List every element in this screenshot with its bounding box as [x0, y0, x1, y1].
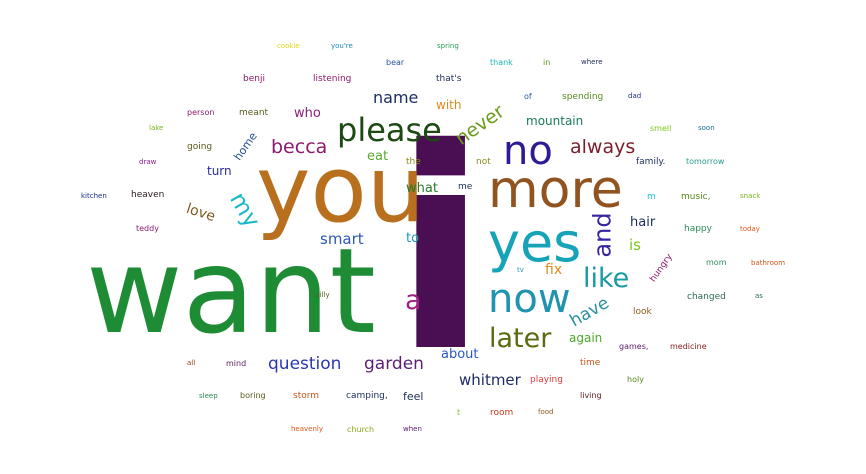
- word-mind: mind: [226, 359, 247, 368]
- word-with: with: [436, 98, 462, 112]
- word-me: me: [458, 182, 473, 192]
- word-bear: bear: [386, 58, 405, 67]
- word-and: and: [588, 212, 617, 258]
- word-bathroom: bathroom: [751, 259, 786, 267]
- word-not: not: [476, 157, 491, 167]
- word-draw: draw: [139, 158, 157, 166]
- word-you: you: [256, 136, 426, 243]
- word-home: home: [231, 129, 260, 164]
- word-spending: spending: [562, 92, 604, 102]
- word-time: time: [580, 358, 601, 368]
- word-changed: changed: [687, 292, 726, 302]
- word-please: please: [337, 111, 442, 149]
- word-fix: fix: [545, 262, 563, 278]
- word-who: who: [294, 106, 321, 121]
- word-now: now: [488, 276, 571, 322]
- word-smart: smart: [320, 230, 364, 248]
- word-kitchen: kitchen: [81, 192, 107, 200]
- word-soon: soon: [698, 124, 715, 132]
- word-eat: eat: [367, 149, 389, 164]
- word-snack: snack: [740, 192, 761, 200]
- word-camping: camping,: [346, 391, 388, 401]
- word-i: i: [393, 89, 489, 413]
- word-question: question: [268, 354, 342, 374]
- word-thats: that's: [436, 74, 462, 84]
- word-holy: holy: [627, 375, 644, 384]
- word-feel: feel: [403, 390, 424, 403]
- word-music: music,: [681, 192, 711, 202]
- word-sleep: sleep: [199, 392, 218, 400]
- word-tv: tv: [517, 266, 524, 274]
- word-youre: you're: [331, 42, 353, 50]
- word-always: always: [570, 136, 636, 158]
- word-teddy: teddy: [136, 224, 159, 233]
- word-spring: spring: [437, 42, 459, 50]
- word-becca: becca: [271, 136, 328, 158]
- word-lake: lake: [149, 124, 164, 132]
- word-boring: boring: [240, 391, 266, 400]
- word-cookie: cookie: [277, 42, 300, 50]
- word-no: no: [503, 128, 553, 174]
- word-m: m: [647, 192, 656, 202]
- word-have: have: [566, 292, 613, 332]
- word-hair: hair: [630, 215, 656, 230]
- word-tomorrow: tomorrow: [686, 157, 725, 166]
- word-where: where: [581, 58, 603, 66]
- word-garden: garden: [364, 354, 424, 374]
- word-person: person: [187, 108, 215, 117]
- word-what: what: [406, 181, 438, 196]
- word-of: of: [524, 92, 532, 101]
- word-games: games,: [619, 342, 649, 351]
- word-thank: thank: [490, 58, 513, 67]
- word-living: living: [580, 391, 602, 400]
- word-meant: meant: [239, 108, 269, 118]
- word-about: about: [441, 347, 479, 362]
- word-later: later: [489, 323, 552, 354]
- word-heavenly: heavenly: [291, 425, 324, 433]
- word-hungry: hungry: [648, 252, 675, 285]
- word-to: to: [406, 231, 420, 246]
- word-food: food: [538, 408, 554, 416]
- word-when: when: [403, 425, 422, 433]
- word-playing: playing: [530, 375, 563, 385]
- word-more: more: [488, 160, 623, 220]
- word-in: in: [543, 58, 551, 67]
- word-a: a: [405, 285, 422, 316]
- word-is: is: [629, 236, 641, 254]
- word-today: today: [740, 225, 760, 233]
- word-turn: turn: [207, 164, 232, 178]
- word-mom: mom: [706, 258, 727, 267]
- word-the: the: [406, 157, 421, 167]
- word-smell: smell: [650, 124, 672, 133]
- word-t: t: [457, 408, 461, 417]
- word-like: like: [583, 263, 630, 294]
- word-mountain: mountain: [526, 114, 584, 128]
- word-benji: benji: [243, 74, 265, 84]
- word-heaven: heaven: [131, 190, 165, 200]
- word-going: going: [187, 142, 213, 152]
- word-dad: dad: [628, 92, 642, 100]
- word-look: look: [633, 307, 652, 317]
- word-whitmer: whitmer: [459, 371, 521, 389]
- word-family: family.: [636, 157, 666, 167]
- word-happy: happy: [684, 224, 712, 234]
- word-want: want: [86, 222, 376, 360]
- word-listening: listening: [313, 74, 352, 84]
- word-church: church: [347, 425, 375, 434]
- word-again: again: [569, 331, 603, 345]
- word-name: name: [373, 88, 419, 107]
- word-all: all: [187, 359, 196, 367]
- word-love: love: [184, 200, 218, 226]
- word-as: as: [755, 292, 763, 300]
- word-yes: yes: [488, 211, 582, 274]
- word-silly: silly: [316, 291, 330, 299]
- word-medicine: medicine: [670, 342, 707, 351]
- word-storm: storm: [293, 391, 320, 401]
- word-room: room: [490, 408, 514, 418]
